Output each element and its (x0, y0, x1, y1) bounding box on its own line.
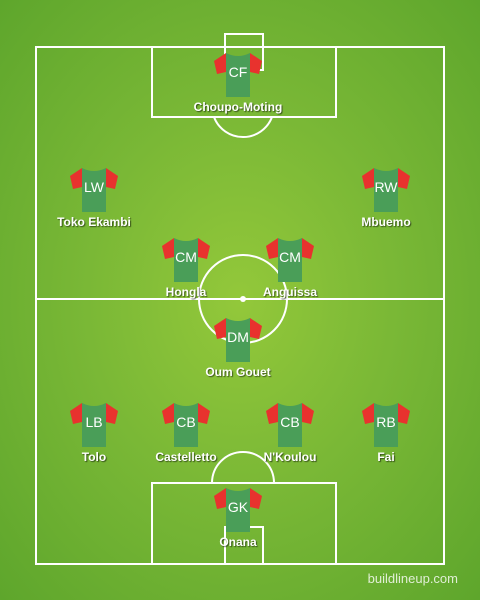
player-name: Anguissa (262, 285, 317, 299)
jersey-icon (70, 403, 118, 447)
player-name: Onana (219, 535, 257, 549)
position-label: RW (374, 179, 398, 195)
jersey-icon (266, 238, 314, 282)
jersey-icon (362, 168, 410, 212)
center-spot (240, 296, 246, 302)
player-gk[interactable]: GK Onana (183, 485, 293, 549)
position-label: GK (227, 499, 249, 515)
player-rb[interactable]: RB Fai (331, 400, 441, 464)
player-name: Choupo-Moting (193, 100, 283, 114)
player-rw[interactable]: RW Mbuemo (331, 165, 441, 229)
player-name: Toko Ekambi (57, 215, 131, 229)
player-cm-left[interactable]: CM Hongla (131, 235, 241, 299)
player-lw[interactable]: LW Toko Ekambi (39, 165, 149, 229)
jersey-icon (162, 238, 210, 282)
player-cm-right[interactable]: CM Anguissa (235, 235, 345, 299)
player-cf[interactable]: CF Choupo-Moting (183, 50, 293, 114)
position-label: LB (85, 414, 103, 430)
player-name: Hongla (165, 285, 207, 299)
top-goal (224, 33, 264, 48)
player-name: Tolo (81, 450, 107, 464)
player-name: N'Koulou (263, 450, 317, 464)
player-name: Castelletto (155, 450, 217, 464)
position-label: CM (175, 249, 197, 265)
player-name: Mbuemo (361, 215, 411, 229)
bottom-penalty-arc (211, 451, 275, 484)
position-label: CM (279, 249, 301, 265)
position-label: CB (280, 414, 300, 430)
jersey-icon (70, 168, 118, 212)
jersey-icon (214, 488, 262, 532)
position-label: CF (228, 64, 248, 80)
jersey-icon (266, 403, 314, 447)
player-name: Fai (377, 450, 395, 464)
player-cb-right[interactable]: CB N'Koulou (235, 400, 345, 464)
player-dm[interactable]: DM Oum Gouet (183, 315, 293, 379)
jersey-icon (162, 403, 210, 447)
position-label: LW (84, 179, 104, 195)
jersey-icon (214, 318, 262, 362)
player-cb-left[interactable]: CB Castelletto (131, 400, 241, 464)
player-name: Oum Gouet (205, 365, 271, 379)
position-label: DM (227, 329, 249, 345)
site-watermark: buildlineup.com (367, 571, 458, 586)
jersey-icon (214, 53, 262, 97)
player-lb[interactable]: LB Tolo (39, 400, 149, 464)
jersey-icon (362, 403, 410, 447)
top-penalty-arc (213, 116, 273, 138)
position-label: RB (376, 414, 396, 430)
position-label: CB (176, 414, 196, 430)
